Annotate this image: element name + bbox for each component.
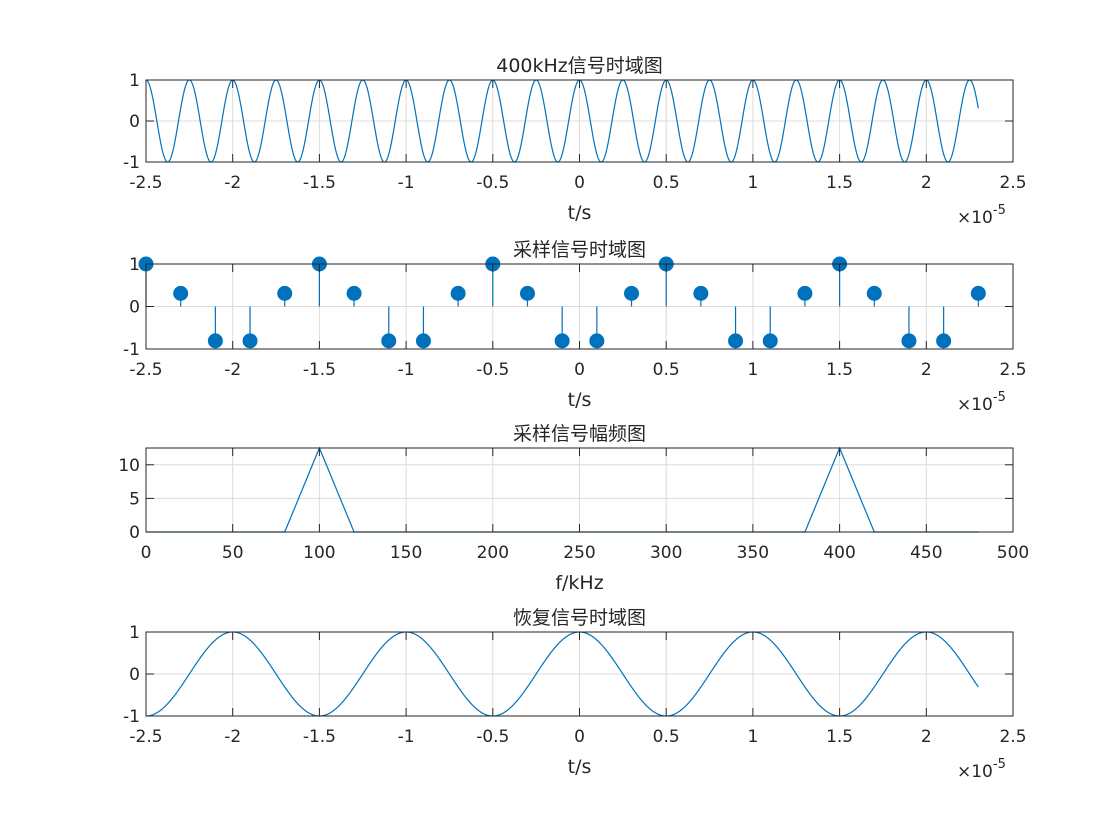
y-tick-label: 0 — [129, 523, 140, 543]
x-tick-label: -2.5 — [129, 360, 162, 380]
subplot-2: -2.5 -2 -1.5 -1 -0.5 0 0.5 1 1.5 2 2.5 1 0 -1 采样信号时域图 t… — [123, 239, 1026, 415]
subplot-1: -2.5 -2 -1.5 -1 -0.5 0 0.5 1 1.5 2 2.5 1 0 -1 400kHz信号… — [123, 55, 1026, 228]
subplot-3: 0 50 100 150 200 250 300 350 400 450 5001050采样信号幅频… — [118, 423, 1029, 594]
stem-marker — [589, 333, 605, 349]
x-tick-label: -2 — [224, 360, 241, 380]
y-tick-label: -1 — [123, 153, 140, 173]
x-axis-label: t/s — [568, 389, 592, 411]
x-tick-label: 150 — [390, 543, 422, 563]
x-tick-label: 2.5 — [999, 173, 1026, 193]
x-tick-label: 1 — [747, 173, 758, 193]
y-tick-label: -1 — [123, 340, 140, 360]
x-exponent-label: ×10-5 — [957, 203, 1006, 228]
x-axis-label: f/kHz — [555, 572, 603, 594]
stem-marker — [797, 285, 813, 301]
x-tick-label: -1 — [398, 173, 415, 193]
x-tick-label: 2 — [921, 360, 932, 380]
x-tick-label: 0.5 — [653, 173, 680, 193]
x-tick-label: 450 — [910, 543, 942, 563]
x-tick-label: -0.5 — [476, 727, 509, 747]
x-tick-label: 1 — [747, 360, 758, 380]
x-tick-label: 2 — [921, 727, 932, 747]
y-tick-label: 10 — [118, 456, 140, 476]
subplot-title: 采样信号幅频图 — [513, 423, 646, 445]
x-tick-label: 0.5 — [653, 360, 680, 380]
x-exponent-label: ×10-5 — [957, 757, 1006, 782]
stem-marker — [693, 285, 709, 301]
x-tick-label: 500 — [997, 543, 1029, 563]
x-tick-label: 1.5 — [826, 727, 853, 747]
subplot-title: 400kHz信号时域图 — [496, 55, 663, 77]
stem-marker — [207, 333, 223, 349]
x-tick-label: 2.5 — [999, 360, 1026, 380]
x-tick-label: 250 — [563, 543, 595, 563]
x-tick-label: 2 — [921, 173, 932, 193]
x-tick-label: -2 — [224, 727, 241, 747]
stem-marker — [381, 333, 397, 349]
x-axis-label: t/s — [568, 202, 592, 224]
x-tick-label: -1 — [398, 360, 415, 380]
subplot-title: 采样信号时域图 — [513, 239, 646, 261]
x-tick-label: 0 — [141, 543, 152, 563]
x-tick-label: -1 — [398, 727, 415, 747]
x-tick-label: 0 — [574, 173, 585, 193]
y-tick-label: 0 — [129, 665, 140, 685]
stem-marker — [415, 333, 431, 349]
stem-marker — [346, 285, 362, 301]
stem-marker — [173, 285, 189, 301]
x-axis-label: t/s — [568, 756, 592, 778]
x-tick-label: -0.5 — [476, 173, 509, 193]
y-tick-label: 0 — [129, 298, 140, 318]
y-tick-label: 5 — [129, 489, 140, 509]
stem-marker — [866, 285, 882, 301]
x-tick-label: 0.5 — [653, 727, 680, 747]
x-tick-label: 350 — [737, 543, 769, 563]
stem-marker — [277, 285, 293, 301]
x-exponent-label: ×10-5 — [957, 390, 1006, 415]
y-tick-label: -1 — [123, 707, 140, 727]
stem-marker — [450, 285, 466, 301]
stem-marker — [242, 333, 258, 349]
stem-marker — [554, 333, 570, 349]
y-tick-label: 0 — [129, 112, 140, 132]
stem-marker — [901, 333, 917, 349]
x-tick-label: -1.5 — [303, 173, 336, 193]
x-tick-label: 2.5 — [999, 727, 1026, 747]
subplot-4: -2.5 -2 -1.5 -1 -0.5 0 0.5 1 1.5 2 2.5 1 0 -1 恢复信号时域图 t… — [123, 607, 1026, 782]
subplot-title: 恢复信号时域图 — [513, 607, 646, 629]
x-tick-label: 1.5 — [826, 360, 853, 380]
x-tick-label: 1.5 — [826, 173, 853, 193]
x-tick-label: 0 — [574, 727, 585, 747]
x-tick-label: -2.5 — [129, 173, 162, 193]
y-tick-label: 1 — [129, 255, 140, 275]
x-tick-label: 1 — [747, 727, 758, 747]
stem-marker — [970, 285, 986, 301]
x-tick-label: -1.5 — [303, 727, 336, 747]
y-tick-label: 1 — [129, 71, 140, 91]
x-tick-label: -1.5 — [303, 360, 336, 380]
stem-marker — [762, 333, 778, 349]
stem-marker — [728, 333, 744, 349]
x-tick-label: 50 — [222, 543, 244, 563]
x-tick-label: 0 — [574, 360, 585, 380]
x-tick-label: 400 — [823, 543, 855, 563]
x-tick-label: 300 — [650, 543, 682, 563]
stem-marker — [624, 285, 640, 301]
stem-marker — [519, 285, 535, 301]
y-tick-label: 1 — [129, 623, 140, 643]
x-tick-label: 100 — [303, 543, 335, 563]
x-tick-label: -0.5 — [476, 360, 509, 380]
stem-marker — [936, 333, 952, 349]
x-tick-label: 200 — [477, 543, 509, 563]
x-tick-label: -2 — [224, 173, 241, 193]
x-tick-label: -2.5 — [129, 727, 162, 747]
